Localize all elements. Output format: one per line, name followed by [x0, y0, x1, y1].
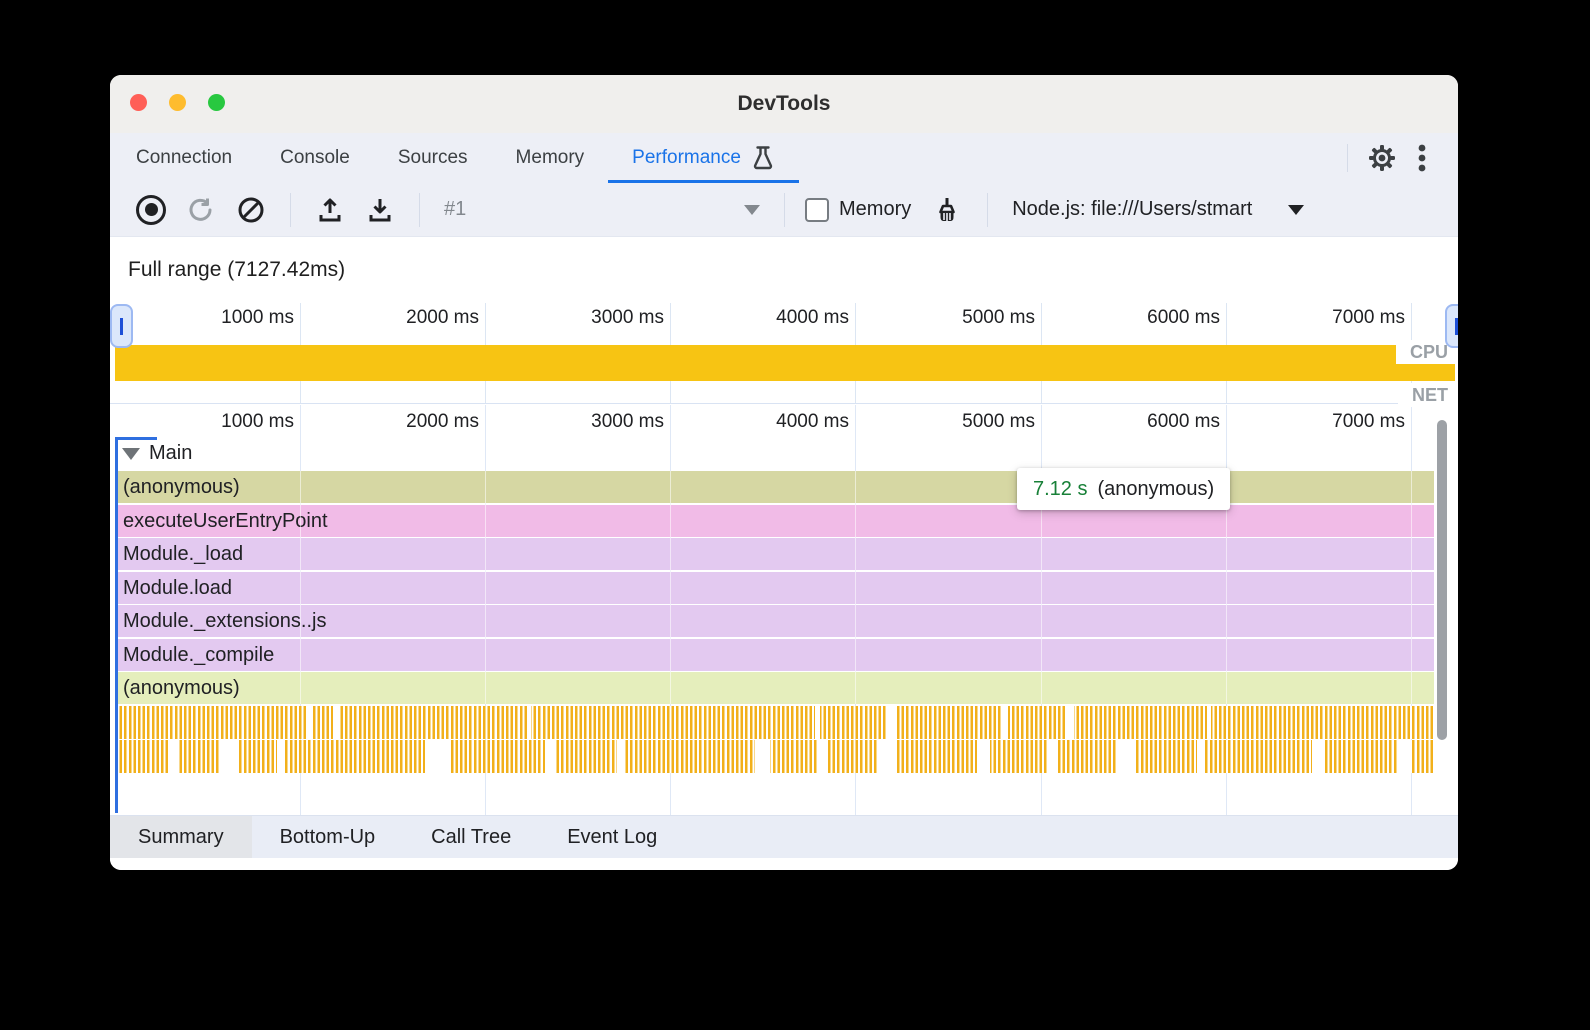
tab-sources[interactable]: Sources	[397, 147, 468, 168]
overview-tick: 2000 ms	[406, 307, 479, 328]
overview-right-handle[interactable]	[1445, 304, 1458, 348]
flame-event[interactable]: Module._compile	[115, 638, 1434, 671]
overview-left-handle[interactable]	[110, 304, 133, 348]
divider	[1347, 144, 1348, 172]
overview-tick: 7000 ms	[1332, 307, 1405, 328]
upload-icon[interactable]	[315, 195, 345, 225]
flame-tick: 6000 ms	[1147, 411, 1220, 432]
reload-icon[interactable]	[186, 195, 216, 225]
performance-panel-content: Full range (7127.42ms) 1000 ms 2000 ms 3…	[110, 237, 1458, 815]
tab-summary[interactable]: Summary	[110, 816, 252, 859]
memory-checkbox[interactable]	[805, 197, 829, 222]
main-track-label: Main	[149, 442, 193, 464]
zoom-window-button[interactable]	[208, 94, 225, 111]
divider	[419, 192, 420, 227]
overview-tick: 5000 ms	[962, 307, 1035, 328]
tab-performance[interactable]: Performance	[608, 133, 799, 183]
devtools-window: DevTools Connection Console Sources Memo…	[110, 75, 1458, 870]
divider	[987, 192, 989, 227]
cpu-activity-bar	[115, 345, 1455, 381]
tab-connection[interactable]: Connection	[136, 147, 233, 168]
overview-tick: 6000 ms	[1147, 307, 1220, 328]
flame-event[interactable]: Module._extensions..js	[115, 605, 1434, 637]
close-window-button[interactable]	[130, 94, 147, 111]
vertical-scrollbar[interactable]	[1437, 420, 1447, 740]
panel-tab-bar: Connection Console Sources Memory Perfor…	[110, 133, 1458, 183]
performance-toolbar: #1 Memory Node.js: file:///Users/stmart	[110, 183, 1458, 237]
flask-icon	[751, 145, 775, 171]
kebab-menu-icon[interactable]	[1402, 138, 1442, 178]
flame-microtask-strip[interactable]	[115, 706, 1434, 739]
flame-microtask-strip[interactable]	[115, 739, 1434, 773]
flame-tick: 1000 ms	[221, 411, 294, 432]
flame-event[interactable]: executeUserEntryPoint	[115, 504, 1434, 537]
tab-bottom-up[interactable]: Bottom-Up	[279, 826, 376, 848]
title-bar: DevTools	[110, 75, 1458, 134]
divider	[784, 192, 785, 227]
overview-tick: 4000 ms	[776, 307, 849, 328]
block-icon[interactable]	[236, 195, 266, 225]
window-title: DevTools	[737, 92, 831, 115]
gear-icon[interactable]	[1362, 138, 1402, 178]
download-icon[interactable]	[365, 195, 395, 225]
target-select[interactable]: Node.js: file:///Users/stmart	[1012, 198, 1305, 221]
flame-tick: 2000 ms	[406, 411, 479, 432]
flame-event[interactable]: Module._load	[115, 538, 1434, 570]
tab-console[interactable]: Console	[280, 147, 350, 168]
tab-memory[interactable]: Memory	[515, 147, 585, 168]
timeline-overview[interactable]: 1000 ms 2000 ms 3000 ms 4000 ms 5000 ms …	[110, 303, 1458, 407]
flame-event[interactable]: (anonymous)	[115, 471, 1434, 503]
overview-tick: 3000 ms	[591, 307, 664, 328]
overview-tick: 1000 ms	[221, 307, 294, 328]
flame-tick: 7000 ms	[1332, 411, 1405, 432]
flame-tick: 5000 ms	[962, 411, 1035, 432]
net-label: NET	[1398, 383, 1458, 407]
chevron-down-icon	[1288, 204, 1305, 215]
flame-chart[interactable]: 1000 ms 2000 ms 3000 ms 4000 ms 5000 ms …	[110, 405, 1458, 815]
broom-icon[interactable]	[933, 195, 963, 225]
tab-call-tree[interactable]: Call Tree	[431, 826, 512, 848]
flame-tick: 3000 ms	[591, 411, 664, 432]
event-tooltip: 7.12 s (anonymous)	[1017, 468, 1231, 510]
flame-event[interactable]: (anonymous)	[115, 672, 1434, 704]
main-track-header[interactable]: Main	[122, 437, 192, 470]
memory-checkbox-label[interactable]: Memory	[839, 198, 912, 220]
chevron-down-icon	[744, 204, 760, 215]
flame-event[interactable]: Module.load	[115, 571, 1434, 604]
minimize-window-button[interactable]	[169, 94, 186, 111]
tooltip-label: (anonymous)	[1097, 477, 1215, 500]
chevron-down-icon	[122, 447, 140, 460]
flame-tick: 4000 ms	[776, 411, 849, 432]
recording-history-select[interactable]: #1	[434, 198, 770, 221]
full-range-label: Full range (7127.42ms)	[128, 258, 346, 281]
details-tab-bar: Summary Bottom-Up Call Tree Event Log	[110, 815, 1458, 859]
tooltip-duration: 7.12 s	[1033, 477, 1088, 500]
tab-event-log[interactable]: Event Log	[567, 826, 658, 848]
details-pane	[110, 858, 1458, 870]
divider	[290, 192, 291, 227]
record-icon[interactable]	[136, 194, 166, 225]
